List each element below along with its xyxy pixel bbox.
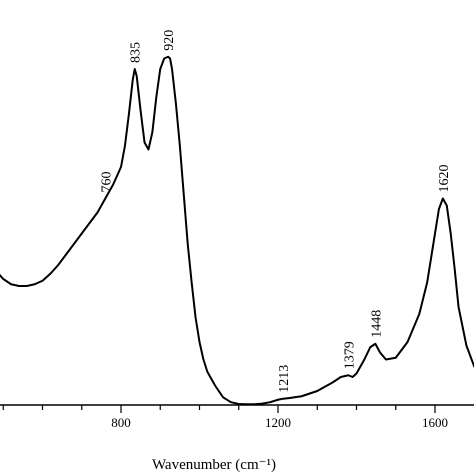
plot-area: 800 1200 1600 760 835 920 1213 1379 1448 1620 bbox=[0, 30, 474, 430]
x-axis-title: Wavenumber (cm⁻¹) bbox=[152, 457, 276, 473]
peak-label: 920 bbox=[162, 30, 177, 51]
peak-label: 835 bbox=[129, 42, 144, 63]
x-tick-label: 800 bbox=[111, 415, 131, 430]
peak-label: 1379 bbox=[342, 341, 357, 369]
x-tick-label: 1600 bbox=[422, 415, 448, 430]
peak-label: 760 bbox=[99, 172, 114, 193]
x-tick-label: 1200 bbox=[265, 415, 291, 430]
peak-label: 1213 bbox=[277, 365, 292, 393]
peak-label: 1620 bbox=[437, 165, 452, 193]
spectrum-line bbox=[0, 55, 474, 406]
peak-label: 1448 bbox=[369, 310, 384, 338]
